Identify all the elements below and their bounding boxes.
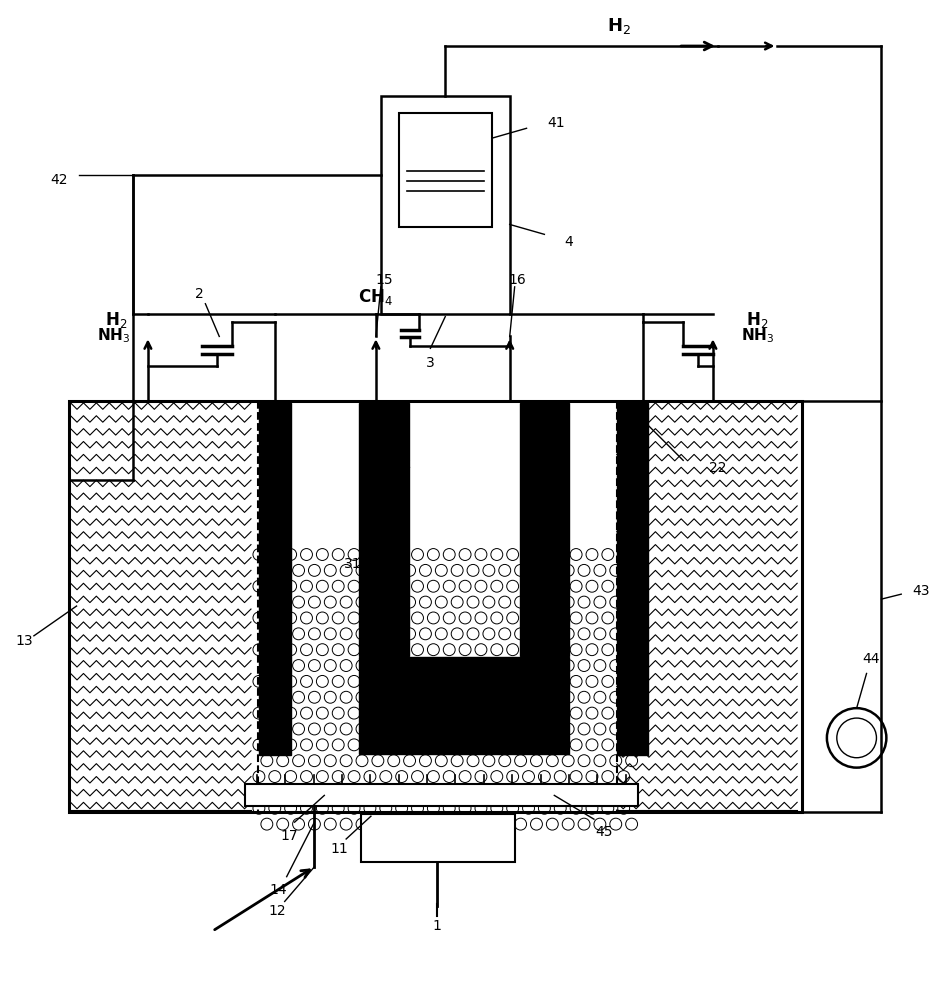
Text: 45: 45 (595, 825, 612, 839)
Bar (68, 401, 802, 812)
Text: NH$_3$: NH$_3$ (97, 326, 129, 345)
Bar (380, 96, 510, 314)
Bar (359, 403, 409, 656)
Bar (617, 403, 649, 755)
Text: 3: 3 (426, 356, 435, 370)
Bar (245, 784, 637, 806)
Bar (361, 814, 514, 862)
Text: 12: 12 (268, 904, 285, 918)
Text: H$_2$: H$_2$ (105, 310, 127, 330)
Text: 31: 31 (344, 557, 362, 571)
Text: 32: 32 (395, 457, 413, 471)
Text: 22: 22 (709, 461, 727, 475)
Bar (359, 657, 569, 754)
Text: CH$_4$: CH$_4$ (359, 287, 394, 307)
Text: 41: 41 (548, 116, 565, 130)
Text: H$_2$: H$_2$ (607, 16, 631, 36)
Text: 44: 44 (863, 652, 881, 666)
Text: 2: 2 (195, 287, 204, 301)
Text: 21: 21 (263, 465, 281, 479)
Bar (398, 113, 492, 227)
Text: 42: 42 (50, 173, 68, 187)
Text: 1: 1 (433, 919, 442, 933)
Text: 14: 14 (270, 883, 287, 897)
Text: NH$_3$: NH$_3$ (741, 326, 774, 345)
Text: 13: 13 (15, 634, 32, 648)
Text: 43: 43 (912, 584, 930, 598)
Bar (259, 403, 291, 755)
Text: 16: 16 (509, 273, 527, 287)
Text: 11: 11 (330, 842, 348, 856)
Text: 17: 17 (281, 829, 299, 843)
Bar (519, 403, 569, 656)
Text: 15: 15 (375, 273, 393, 287)
Text: H$_2$: H$_2$ (747, 310, 768, 330)
Text: 4: 4 (565, 235, 573, 249)
